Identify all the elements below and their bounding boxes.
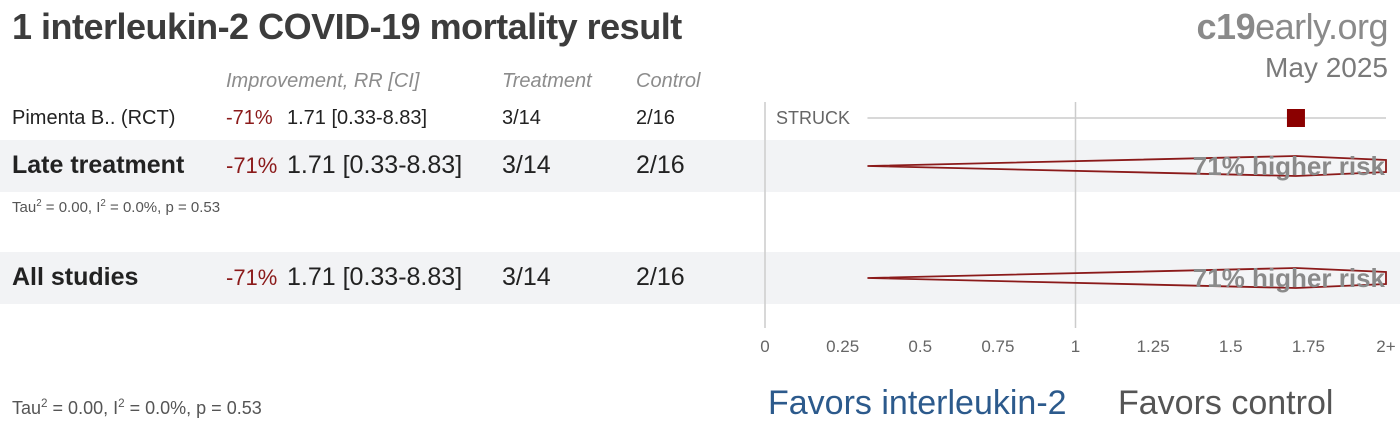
x-tick-label: 0 <box>760 337 769 356</box>
study-name: Pimenta B.. (RCT) <box>12 107 176 129</box>
brand-logo: c19early.org <box>1196 6 1389 48</box>
all-heterogeneity: Tau2 = 0.00, I2 = 0.0%, p = 0.53 <box>12 397 262 418</box>
x-tick-label: 0.75 <box>981 337 1014 356</box>
x-tick-label: 0.25 <box>826 337 859 356</box>
header-improvement: Improvement, RR [CI] <box>226 70 420 92</box>
late-control-count: 2/16 <box>636 151 685 179</box>
favors-treatment-label: Favors interleukin-2 <box>768 384 1067 422</box>
all-control-count: 2/16 <box>636 263 685 291</box>
late-improvement: -71% <box>226 153 278 178</box>
x-tick-label: 2+ <box>1376 337 1395 356</box>
x-tick-label: 0.5 <box>908 337 932 356</box>
header-treatment: Treatment <box>502 70 592 92</box>
brand-rest: early.org <box>1255 6 1388 47</box>
study-rr-ci: 1.71 [0.33-8.83] <box>287 107 428 129</box>
all-rr-ci: 1.71 [0.33-8.83] <box>287 263 463 291</box>
risk-label: 71% higher risk <box>1193 151 1386 181</box>
all-improvement: -71% <box>226 265 278 290</box>
late-treatment-band <box>0 140 1400 192</box>
x-tick-label: 1.75 <box>1292 337 1325 356</box>
header-control: Control <box>636 70 701 92</box>
x-tick-label: 1.5 <box>1219 337 1243 356</box>
brand-bold: c19 <box>1196 6 1256 47</box>
study-marker <box>1286 109 1305 127</box>
late-heterogeneity: Tau2 = 0.00, I2 = 0.0%, p = 0.53 <box>12 198 221 216</box>
late-treatment-label: Late treatment <box>12 151 185 179</box>
pooled-diamond <box>867 155 1387 177</box>
study-treatment: 3/14 <box>502 107 541 129</box>
all-studies-label: All studies <box>12 263 139 291</box>
late-treatment-count: 3/14 <box>502 151 551 179</box>
x-tick-label: 1.25 <box>1137 337 1170 356</box>
risk-label: 71% higher risk <box>1193 263 1386 293</box>
study-control: 2/16 <box>636 107 675 129</box>
x-tick-label: 1 <box>1071 337 1080 356</box>
late-rr-ci: 1.71 [0.33-8.83] <box>287 151 463 179</box>
favors-control-label: Favors control <box>1118 384 1334 422</box>
all-studies-band <box>0 252 1400 304</box>
date-label: May 2025 <box>1265 52 1388 83</box>
study-improvement: -71% <box>226 107 273 129</box>
struck-label: STRUCK <box>776 108 850 128</box>
chart-title: 1 interleukin-2 COVID-19 mortality resul… <box>12 6 682 47</box>
all-treatment-count: 3/14 <box>502 263 551 291</box>
pooled-diamond <box>867 267 1387 289</box>
